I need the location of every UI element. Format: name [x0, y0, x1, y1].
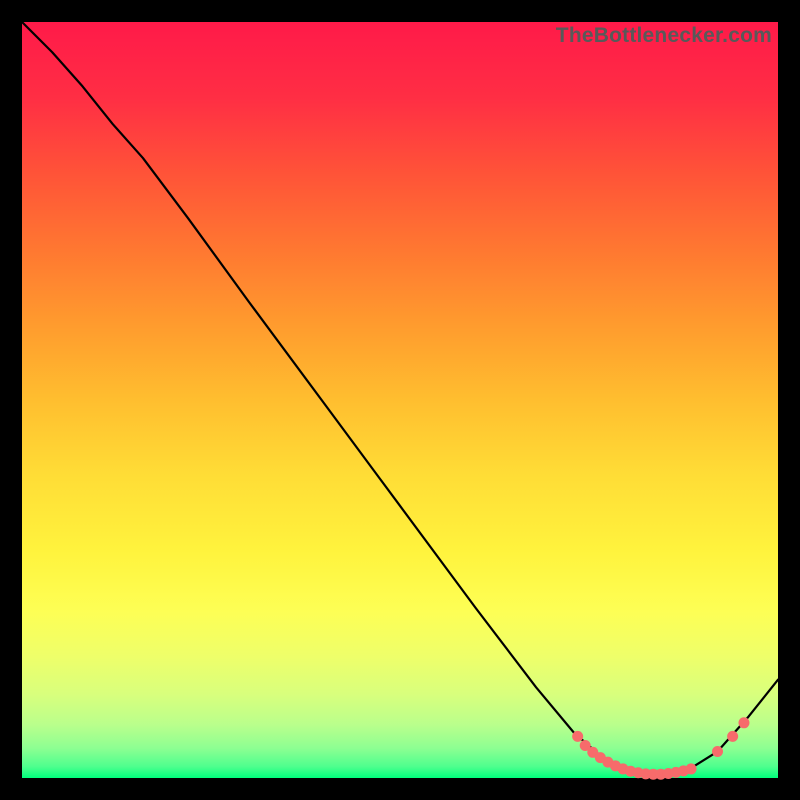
data-marker: [712, 746, 723, 757]
plot-area: TheBottlenecker.com: [22, 22, 778, 778]
data-marker: [686, 763, 697, 774]
gradient-background: [22, 22, 778, 778]
chart-container: TheBottlenecker.com: [0, 0, 800, 800]
data-marker: [738, 717, 749, 728]
watermark-text: TheBottlenecker.com: [556, 24, 772, 48]
data-marker: [572, 731, 583, 742]
data-marker: [727, 731, 738, 742]
chart-svg: [22, 22, 778, 778]
